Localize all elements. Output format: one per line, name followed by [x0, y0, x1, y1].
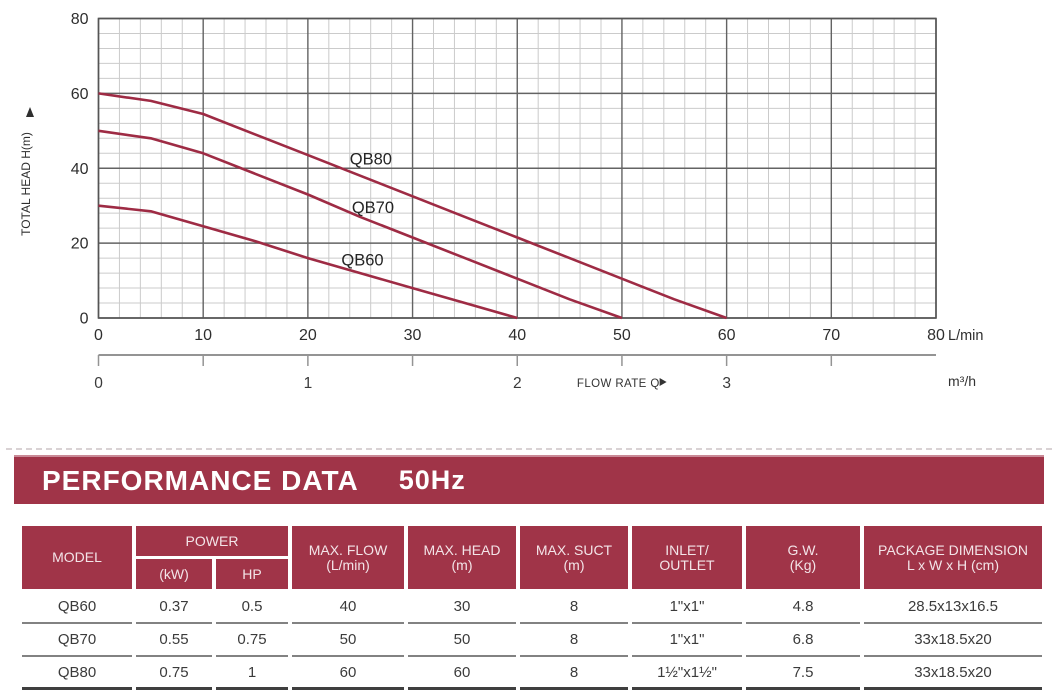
cell-package: 33x18.5x20	[864, 657, 1042, 690]
cell-hp: 0.75	[216, 624, 288, 657]
col-header-max-head-line2: (m)	[451, 556, 473, 573]
cell-model: QB70	[22, 624, 132, 657]
secondary-axis-label: 2	[513, 375, 522, 392]
cell-gw: 4.8	[746, 591, 860, 624]
cell-inlet-outlet: 1"x1"	[632, 591, 742, 624]
col-header-power-hp: HP	[216, 559, 288, 589]
cell-kw: 0.75	[136, 657, 212, 690]
banner-title: PERFORMANCE DATA	[42, 464, 359, 496]
flow-rate-arrow-icon	[659, 378, 667, 386]
x-tick-label: 20	[299, 327, 317, 344]
x-tick-label: 80	[927, 327, 945, 344]
curve-qb70	[98, 129, 623, 320]
cell-model: QB80	[22, 657, 132, 690]
secondary-axis-label: 0	[94, 375, 103, 392]
cell-inlet-outlet: 1½"x1½"	[632, 657, 742, 690]
curve-label-qb60: QB60	[341, 252, 383, 270]
flow-rate-label: FLOW RATE Q	[577, 378, 660, 390]
x-tick-label: 30	[404, 327, 422, 344]
cell-inlet-outlet: 1"x1"	[632, 624, 742, 657]
cell-package: 33x18.5x20	[864, 624, 1042, 657]
x-tick-label: 40	[508, 327, 526, 344]
curve-label-qb70: QB70	[352, 199, 394, 217]
y-tick-label: 80	[71, 11, 89, 28]
col-header-model: MODEL	[22, 526, 132, 589]
col-header-max-head-line1: MAX. HEAD	[423, 541, 501, 558]
col-header-inlet-line2: OUTLET	[659, 556, 715, 573]
col-header-max-flow: MAX. FLOW (L/min)	[292, 526, 404, 589]
x-tick-label: 50	[613, 327, 631, 344]
table-row-qb60: QB60 0.37 0.5 40 30 8 1"x1" 4.8 28.5x13x16.5	[22, 591, 1042, 624]
col-header-max-head: MAX. HEAD (m)	[408, 526, 516, 589]
table-row-qb80: QB80 0.75 1 60 60 8 1½"x1½" 7.5 33x18.5x20	[22, 657, 1042, 690]
banner-frequency: 50Hz	[398, 465, 466, 495]
cell-model: QB60	[22, 591, 132, 624]
cell-max-flow: 50	[292, 624, 404, 657]
x-tick-label: 10	[194, 327, 212, 344]
y-tick-label: 0	[80, 311, 89, 328]
y-tick-label: 60	[71, 86, 89, 103]
x-tick-label: 60	[718, 327, 736, 344]
cell-max-head: 60	[408, 657, 516, 690]
cell-package: 28.5x13x16.5	[864, 591, 1042, 624]
col-header-max-suct-line1: MAX. SUCT	[535, 541, 613, 558]
cell-max-suct: 8	[520, 624, 628, 657]
col-header-gw-line2: (Kg)	[789, 556, 817, 573]
cell-kw: 0.55	[136, 624, 212, 657]
col-header-power: POWER	[136, 526, 288, 556]
table-body: QB60 0.37 0.5 40 30 8 1"x1" 4.8 28.5x13x16.5 QB70…	[22, 591, 1042, 690]
col-header-package-line2: L x W x H (cm)	[906, 556, 1000, 573]
table-header: MODEL POWER (kW) HP MAX. FLOW (L/min) MA…	[22, 526, 1042, 589]
cell-max-flow: 60	[292, 657, 404, 690]
col-header-package-line1: PACKAGE DIMENSION	[878, 541, 1028, 558]
cell-hp: 1	[216, 657, 288, 690]
secondary-unit-label: m³/h	[948, 373, 976, 389]
y-tick-label: 40	[71, 161, 89, 178]
table-row-qb70: QB70 0.55 0.75 50 50 8 1"x1" 6.8 33x18.5x20	[22, 624, 1042, 657]
col-header-inlet-line1: INLET/	[665, 541, 709, 558]
dotted-separator	[6, 448, 1052, 450]
col-header-max-suct: MAX. SUCT (m)	[520, 526, 628, 589]
cell-max-suct: 8	[520, 657, 628, 690]
col-header-inlet-outlet: INLET/ OUTLET	[632, 526, 742, 589]
curve-label-qb80: QB80	[350, 151, 392, 169]
secondary-axis-label: 3	[722, 375, 731, 392]
col-header-max-suct-line2: (m)	[563, 556, 585, 573]
cell-gw: 7.5	[746, 657, 860, 690]
x-tick-label: 0	[94, 327, 103, 344]
col-header-package-dimension: PACKAGE DIMENSION L x W x H (cm)	[864, 526, 1042, 589]
curve-qb60	[98, 204, 518, 320]
y-tick-label: 20	[71, 236, 89, 253]
cell-max-flow: 40	[292, 591, 404, 624]
col-header-gw-line1: G.W.	[787, 541, 819, 558]
x-tick-label: 70	[822, 327, 840, 344]
x-unit-label: L/min	[948, 328, 983, 344]
cell-max-head: 50	[408, 624, 516, 657]
cell-hp: 0.5	[216, 591, 288, 624]
y-axis-title: TOTAL HEAD H(m)	[19, 132, 33, 236]
col-header-power-kw: (kW)	[136, 559, 212, 589]
curve-qb80	[98, 92, 728, 320]
cell-kw: 0.37	[136, 591, 212, 624]
secondary-axis-label: 1	[304, 375, 313, 392]
performance-spec-table: MODEL POWER (kW) HP MAX. FLOW (L/min) MA…	[22, 526, 1042, 690]
col-header-gw: G.W. (Kg)	[746, 526, 860, 589]
cell-gw: 6.8	[746, 624, 860, 657]
col-header-max-flow-line2: (L/min)	[326, 556, 370, 573]
col-header-max-flow-line1: MAX. FLOW	[308, 541, 388, 558]
cell-max-head: 30	[408, 591, 516, 624]
y-axis-up-arrow-icon	[26, 107, 34, 117]
cell-max-suct: 8	[520, 591, 628, 624]
performance-data-banner: PERFORMANCE DATA 50Hz	[14, 455, 1044, 504]
